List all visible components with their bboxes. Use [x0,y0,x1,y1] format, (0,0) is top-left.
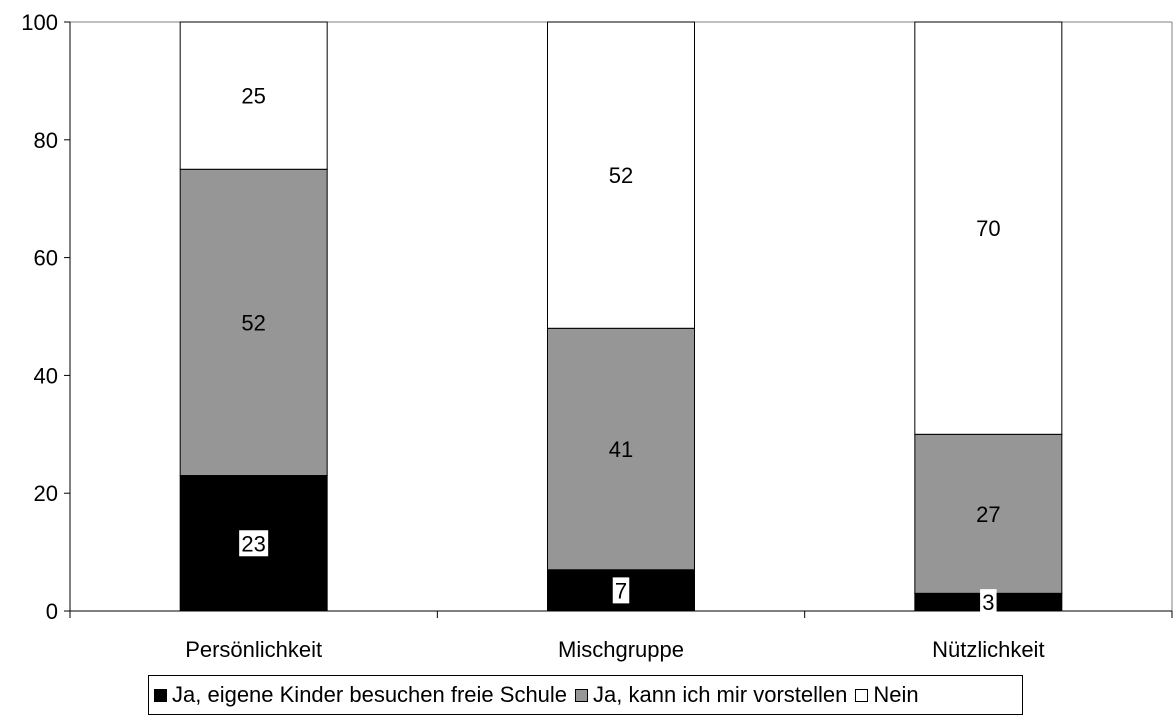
legend-swatch [575,688,589,702]
legend-label: Nein [873,682,919,707]
y-tick-label: 100 [21,10,58,35]
legend-swatch [154,688,167,702]
legend: Ja, eigene Kinder besuchen freie Schule J… [148,675,1023,715]
y-tick-label: 60 [34,246,58,271]
x-category-label: Mischgruppe [558,637,684,662]
data-label: 52 [609,163,633,188]
data-label: 7 [615,578,627,603]
data-label: 25 [241,84,265,109]
legend-label: Ja, eigene Kinder besuchen freie Schule [172,682,568,707]
bar-segment [179,168,328,477]
legend-item: Ja, kann ich mir vorstellen [575,682,847,708]
data-label: 52 [241,310,265,335]
legend-item: Nein [855,682,919,708]
y-tick-label: 20 [34,481,58,506]
legend-label: Ja, kann ich mir vorstellen [593,682,848,707]
bar-segment [914,433,1063,594]
data-label: 3 [982,590,994,615]
bar-segment [547,21,695,329]
bar-segment [179,21,328,170]
data-label: 23 [241,531,265,556]
data-label-background [980,589,997,616]
bar-segment [547,327,695,571]
y-tick-label: 40 [34,363,58,388]
data-label-background [612,577,630,604]
legend-swatch [855,688,869,702]
data-label: 70 [976,216,1000,241]
x-category-label: Nützlichkeit [932,637,1044,662]
legend-item: Ja, eigene Kinder besuchen freie Schule [154,682,567,708]
y-tick-label: 80 [34,128,58,153]
x-category-label: Persönlichkeit [185,637,322,662]
data-label: 27 [976,502,1000,527]
data-label: 41 [609,437,633,462]
bars [179,21,1063,612]
data-label-background [239,530,269,557]
data-labels: 23 52 25 7 41 52 3 27 70 [239,84,1001,616]
y-tick-label: 0 [46,599,58,624]
bar-segment [914,21,1063,435]
